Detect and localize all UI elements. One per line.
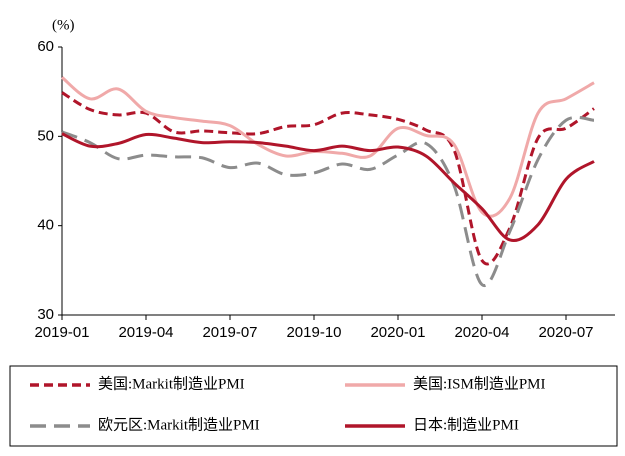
unit-label: (%) (52, 17, 75, 33)
line-series (61, 91, 595, 266)
x-tick-label: 2020-01 (370, 324, 425, 341)
y-tick-label: 60 (37, 38, 54, 55)
legend-label: 日本:制造业PMI (413, 416, 519, 433)
y-tick-label: 30 (37, 306, 54, 323)
x-tick-label: 2019-04 (118, 324, 173, 341)
line-series (61, 132, 595, 242)
legend-label: 美国:ISM制造业PMI (413, 375, 546, 392)
x-tick-label: 2020-04 (454, 324, 509, 341)
legend-box (9, 365, 618, 447)
line-series (61, 76, 595, 218)
legend-label: 欧元区:Markit制造业PMI (98, 416, 260, 433)
line-series (61, 115, 595, 287)
x-tick-label: 2020-07 (538, 324, 593, 341)
x-tick-label: 2019-01 (34, 324, 89, 341)
x-tick-label: 2019-10 (286, 324, 341, 341)
x-tick-label: 2019-07 (202, 324, 257, 341)
y-tick-label: 40 (37, 217, 54, 234)
legend-label: 美国:Markit制造业PMI (98, 375, 245, 392)
y-tick-label: 50 (37, 127, 54, 144)
